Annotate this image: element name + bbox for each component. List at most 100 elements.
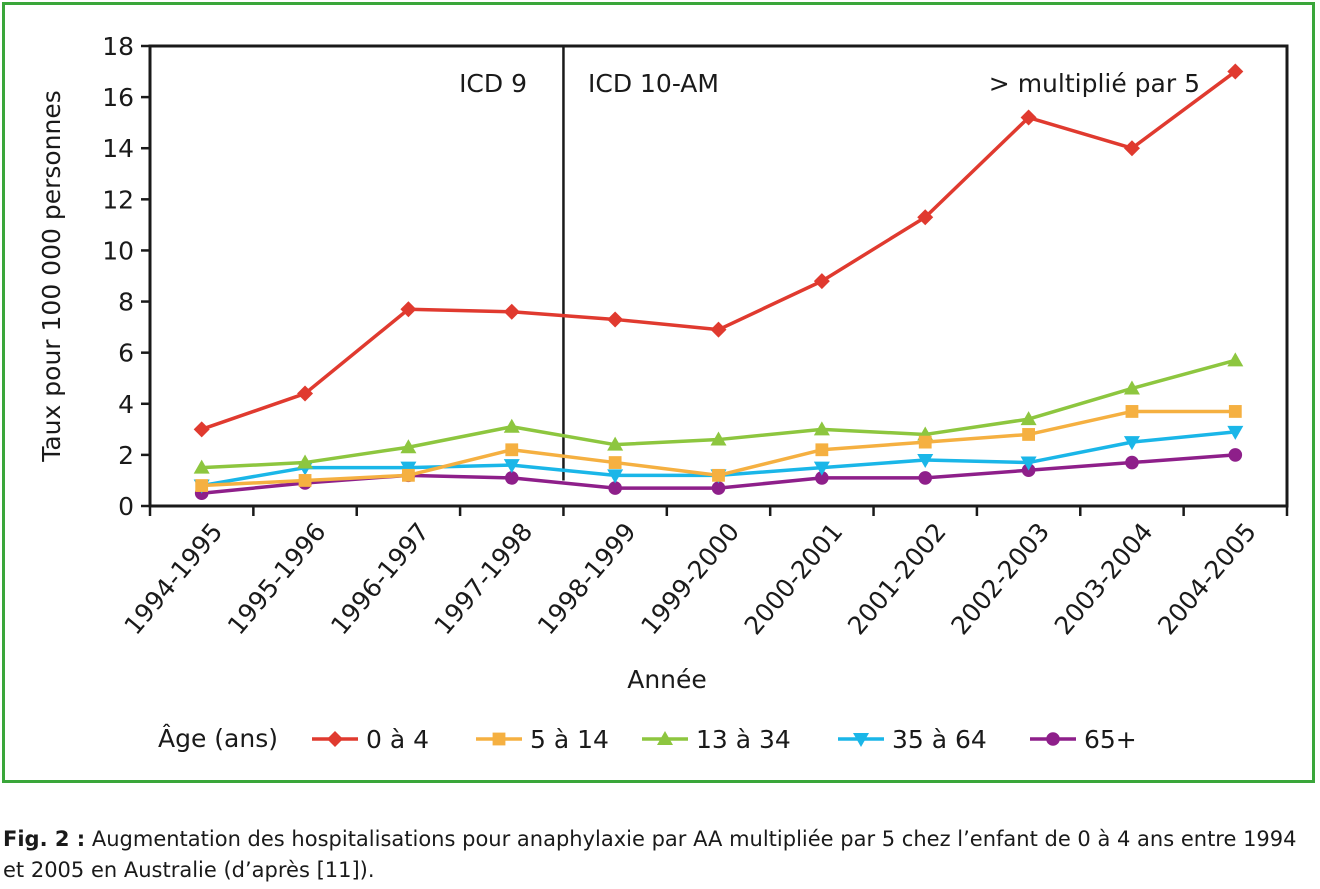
legend-label: 5 à 14 — [530, 725, 609, 754]
marker-circle — [504, 471, 519, 485]
marker-diamond — [1227, 63, 1244, 80]
marker-circle — [608, 481, 622, 495]
series — [193, 352, 1244, 474]
x-tick-label: 2003-2004 — [1049, 517, 1159, 640]
series — [193, 63, 1244, 438]
legend-label: 0 à 4 — [366, 725, 429, 754]
marker-triangle-down — [400, 461, 417, 476]
marker-triangle-down — [1123, 436, 1140, 451]
chart-axes: 0 2 4 6 8 10 12 14 16 18 1994-19951995-19961996-19… — [102, 32, 1289, 640]
series-line — [201, 70, 1237, 431]
marker-triangle-down — [607, 469, 624, 484]
legend: Âge (ans) 0 à 4 5 à 14 13 à 34 35 à 64 65+ — [158, 724, 1137, 754]
marker-diamond — [813, 273, 830, 290]
marker-triangle-up — [657, 731, 673, 745]
legend-item: 65+ — [1030, 725, 1137, 754]
marker-triangle-up — [813, 421, 830, 436]
marker-triangle-up — [400, 439, 417, 454]
legend-title: Âge (ans) — [158, 724, 278, 753]
legend-item: 0 à 4 — [312, 725, 429, 754]
x-tick-label: 1997-1998 — [429, 517, 539, 640]
x-tick-label: 2004-2005 — [1152, 517, 1262, 640]
marker-triangle-up — [1020, 411, 1037, 426]
marker-square — [1228, 405, 1242, 418]
marker-triangle-up — [1123, 380, 1140, 395]
marker-triangle-down — [917, 454, 934, 468]
y-tick-label: 16 — [102, 83, 134, 112]
legend-item: 5 à 14 — [476, 725, 609, 754]
caption-label: Fig. 2 : — [3, 827, 86, 851]
legend-item: 13 à 34 — [642, 725, 791, 754]
marker-circle — [1125, 455, 1139, 470]
x-tick-label: 1998-1999 — [532, 517, 642, 640]
plot-area-frame — [148, 44, 1289, 508]
marker-diamond — [917, 209, 934, 226]
x-tick-label: 1996-1997 — [325, 517, 435, 640]
marker-triangle-up — [710, 431, 727, 446]
marker-diamond — [297, 385, 314, 402]
marker-square — [1022, 428, 1035, 441]
marker-square — [608, 456, 622, 469]
marker-diamond — [1123, 140, 1140, 157]
marker-square — [815, 443, 829, 457]
annotation-icd9: ICD 9 — [459, 69, 527, 98]
x-axis-label: Année — [627, 665, 707, 694]
marker-square — [712, 468, 725, 482]
marker-square — [195, 479, 209, 492]
series — [195, 405, 1242, 492]
figure-caption: Fig. 2 : Augmentation des hospitalisatio… — [3, 824, 1318, 886]
y-axis-label: Taux pour 100 000 personnes — [37, 90, 66, 463]
marker-triangle-down — [813, 461, 830, 476]
marker-square — [492, 732, 506, 746]
y-tick-label: 6 — [118, 339, 134, 368]
marker-circle — [1046, 732, 1060, 746]
y-tick-label: 2 — [118, 441, 134, 470]
marker-triangle-down — [503, 459, 520, 474]
marker-triangle-down — [853, 733, 869, 747]
series-layer — [193, 63, 1244, 501]
y-tick-label: 4 — [118, 390, 134, 419]
marker-square — [505, 443, 519, 457]
y-tick-label: 12 — [102, 185, 134, 214]
marker-diamond — [503, 303, 520, 320]
legend-label: 65+ — [1084, 725, 1137, 754]
marker-circle — [918, 471, 933, 485]
x-tick-label: 1999-2000 — [635, 517, 745, 640]
y-tick-label: 18 — [102, 32, 134, 61]
marker-square — [918, 435, 932, 449]
annotation-multiplier: > multiplié par 5 — [989, 69, 1200, 98]
marker-triangle-up — [1227, 352, 1244, 367]
marker-triangle-down — [1227, 425, 1244, 440]
legend-label: 35 à 64 — [892, 725, 987, 754]
marker-triangle-up — [607, 436, 624, 451]
x-tick-label: 2000-2001 — [739, 517, 849, 640]
legend-item: 35 à 64 — [838, 725, 987, 754]
marker-square — [298, 474, 312, 487]
marker-diamond — [193, 421, 210, 438]
y-tick-label: 8 — [118, 288, 134, 317]
marker-triangle-up — [297, 454, 314, 469]
marker-circle — [711, 481, 726, 495]
legend-label: 13 à 34 — [696, 725, 791, 754]
marker-triangle-up — [193, 459, 210, 474]
y-tick-label: 0 — [118, 492, 134, 521]
marker-diamond — [607, 311, 624, 328]
caption-text: Augmentation des hospitalisations pour a… — [3, 827, 1297, 882]
marker-diamond — [1020, 109, 1037, 126]
chart-frame — [2, 2, 1315, 783]
line-chart: 0 2 4 6 8 10 12 14 16 18 1994-19951995-19961996-19… — [37, 32, 1289, 754]
annotation-icd10: ICD 10-AM — [588, 69, 719, 98]
marker-square — [1125, 405, 1139, 418]
y-tick-label: 14 — [102, 134, 134, 163]
marker-circle — [1228, 448, 1243, 462]
x-tick-label: 1994-1995 — [118, 517, 228, 640]
marker-diamond — [400, 301, 417, 318]
marker-triangle-up — [503, 418, 520, 433]
marker-square — [402, 468, 415, 482]
marker-diamond — [327, 731, 343, 747]
x-tick-label: 1995-1996 — [222, 517, 332, 640]
x-tick-label: 2002-2003 — [945, 517, 1055, 640]
marker-diamond — [710, 321, 727, 338]
marker-triangle-down — [1020, 456, 1037, 471]
y-tick-label: 10 — [102, 236, 134, 265]
